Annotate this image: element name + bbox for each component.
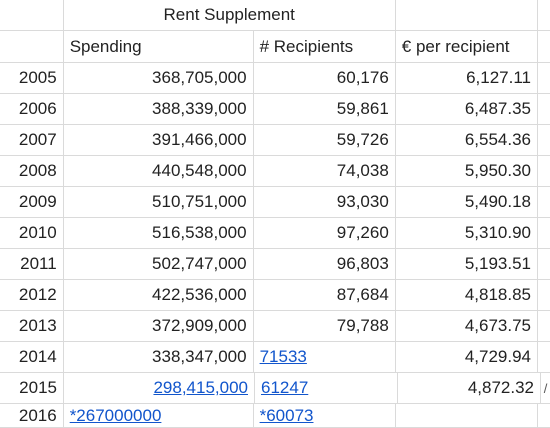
year-cell[interactable]: 2013 (0, 311, 64, 342)
recipients-cell[interactable]: 59,726 (253, 125, 396, 156)
per-recipient-cell[interactable]: 4,729.94 (395, 342, 538, 373)
recipients-cell[interactable]: 79,788 (253, 311, 396, 342)
per-recipient-cell[interactable]: 4,818.85 (395, 280, 538, 311)
year-cell[interactable]: 2009 (0, 187, 64, 218)
spending-cell[interactable]: 422,536,000 (63, 280, 254, 311)
recipients-cell[interactable]: 96,803 (253, 249, 396, 280)
recipients-cell[interactable]: 97,260 (253, 218, 396, 249)
spending-cell[interactable]: 368,705,000 (63, 63, 254, 94)
table-title[interactable]: Rent Supplement (63, 0, 396, 31)
title-row: Rent Supplement (0, 0, 550, 31)
empty-cell[interactable] (538, 218, 550, 249)
table-row: 2009 510,751,000 93,030 5,490.18 (0, 187, 550, 218)
spending-cell[interactable]: 510,751,000 (63, 187, 254, 218)
spending-cell[interactable]: 391,466,000 (63, 125, 254, 156)
spending-link[interactable]: 298,415,000 (64, 373, 255, 404)
empty-cell[interactable] (538, 311, 550, 342)
spending-link[interactable]: *267000000 (63, 404, 254, 428)
row-label-cell-empty[interactable] (0, 31, 64, 63)
spending-cell[interactable]: 516,538,000 (63, 218, 254, 249)
table-row: 2016 *267000000 *60073 (0, 404, 550, 428)
recipients-link[interactable]: 71533 (253, 342, 396, 373)
table-row: 2015 298,415,000 61247 4,872.32 / (0, 373, 550, 404)
empty-cell[interactable] (538, 156, 550, 187)
spending-cell[interactable]: 372,909,000 (63, 311, 254, 342)
row-label-cell-empty[interactable] (0, 0, 64, 31)
empty-cell[interactable] (537, 0, 550, 31)
spending-cell[interactable]: 338,347,000 (63, 342, 254, 373)
empty-cell[interactable] (538, 280, 550, 311)
table-row: 2005 368,705,000 60,176 6,127.11 (0, 63, 550, 94)
table-row: 2013 372,909,000 79,788 4,673.75 (0, 311, 550, 342)
spending-cell[interactable]: 440,548,000 (63, 156, 254, 187)
empty-cell[interactable] (538, 31, 550, 63)
year-cell[interactable]: 2005 (0, 63, 64, 94)
table-row: 2012 422,536,000 87,684 4,818.85 (0, 280, 550, 311)
year-cell[interactable]: 2007 (0, 125, 64, 156)
empty-cell[interactable] (538, 94, 550, 125)
recipients-cell[interactable]: 74,038 (253, 156, 396, 187)
year-cell[interactable]: 2011 (0, 249, 64, 280)
empty-cell[interactable] (538, 249, 550, 280)
empty-cell[interactable] (538, 125, 550, 156)
empty-cell[interactable] (395, 0, 538, 31)
empty-cell[interactable] (538, 63, 550, 94)
per-recipient-cell[interactable]: 4,673.75 (395, 311, 538, 342)
recipients-link[interactable]: 61247 (255, 373, 398, 404)
header-row: Spending # Recipients € per recipient (0, 31, 550, 63)
table-row: 2011 502,747,000 96,803 5,193.51 (0, 249, 550, 280)
spending-cell[interactable]: 388,339,000 (63, 94, 254, 125)
year-cell[interactable]: 2014 (0, 342, 64, 373)
year-cell[interactable]: 2012 (0, 280, 64, 311)
per-recipient-cell[interactable]: 6,554.36 (395, 125, 538, 156)
table-row: 2007 391,466,000 59,726 6,554.36 (0, 125, 550, 156)
recipients-cell[interactable]: 60,176 (253, 63, 396, 94)
per-recipient-cell[interactable]: 5,950.30 (395, 156, 538, 187)
header-per-recipient[interactable]: € per recipient (395, 31, 538, 63)
spending-cell[interactable]: 502,747,000 (63, 249, 254, 280)
year-cell[interactable]: 2010 (0, 218, 64, 249)
table-row: 2006 388,339,000 59,861 6,487.35 (0, 94, 550, 125)
empty-cell[interactable] (538, 187, 550, 218)
year-cell[interactable]: 2016 (0, 404, 64, 428)
recipients-cell[interactable]: 59,861 (253, 94, 396, 125)
per-recipient-cell[interactable] (395, 404, 538, 428)
recipients-cell[interactable]: 93,030 (253, 187, 396, 218)
header-spending[interactable]: Spending (63, 31, 254, 63)
year-cell[interactable]: 2015 (0, 373, 64, 404)
empty-cell[interactable] (538, 404, 550, 428)
header-recipients[interactable]: # Recipients (253, 31, 396, 63)
per-recipient-cell[interactable]: 4,872.32 (398, 373, 541, 404)
per-recipient-cell[interactable]: 6,487.35 (395, 94, 538, 125)
per-recipient-cell[interactable]: 5,490.18 (395, 187, 538, 218)
per-recipient-cell[interactable]: 6,127.11 (395, 63, 538, 94)
recipients-link[interactable]: *60073 (253, 404, 396, 428)
year-cell[interactable]: 2006 (0, 94, 64, 125)
table-row: 2014 338,347,000 71533 4,729.94 (0, 342, 550, 373)
table-row: 2008 440,548,000 74,038 5,950.30 (0, 156, 550, 187)
overflow-glyph: / (541, 373, 550, 404)
empty-cell[interactable] (538, 342, 550, 373)
per-recipient-cell[interactable]: 5,193.51 (395, 249, 538, 280)
per-recipient-cell[interactable]: 5,310.90 (395, 218, 538, 249)
table-row: 2010 516,538,000 97,260 5,310.90 (0, 218, 550, 249)
year-cell[interactable]: 2008 (0, 156, 64, 187)
recipients-cell[interactable]: 87,684 (253, 280, 396, 311)
